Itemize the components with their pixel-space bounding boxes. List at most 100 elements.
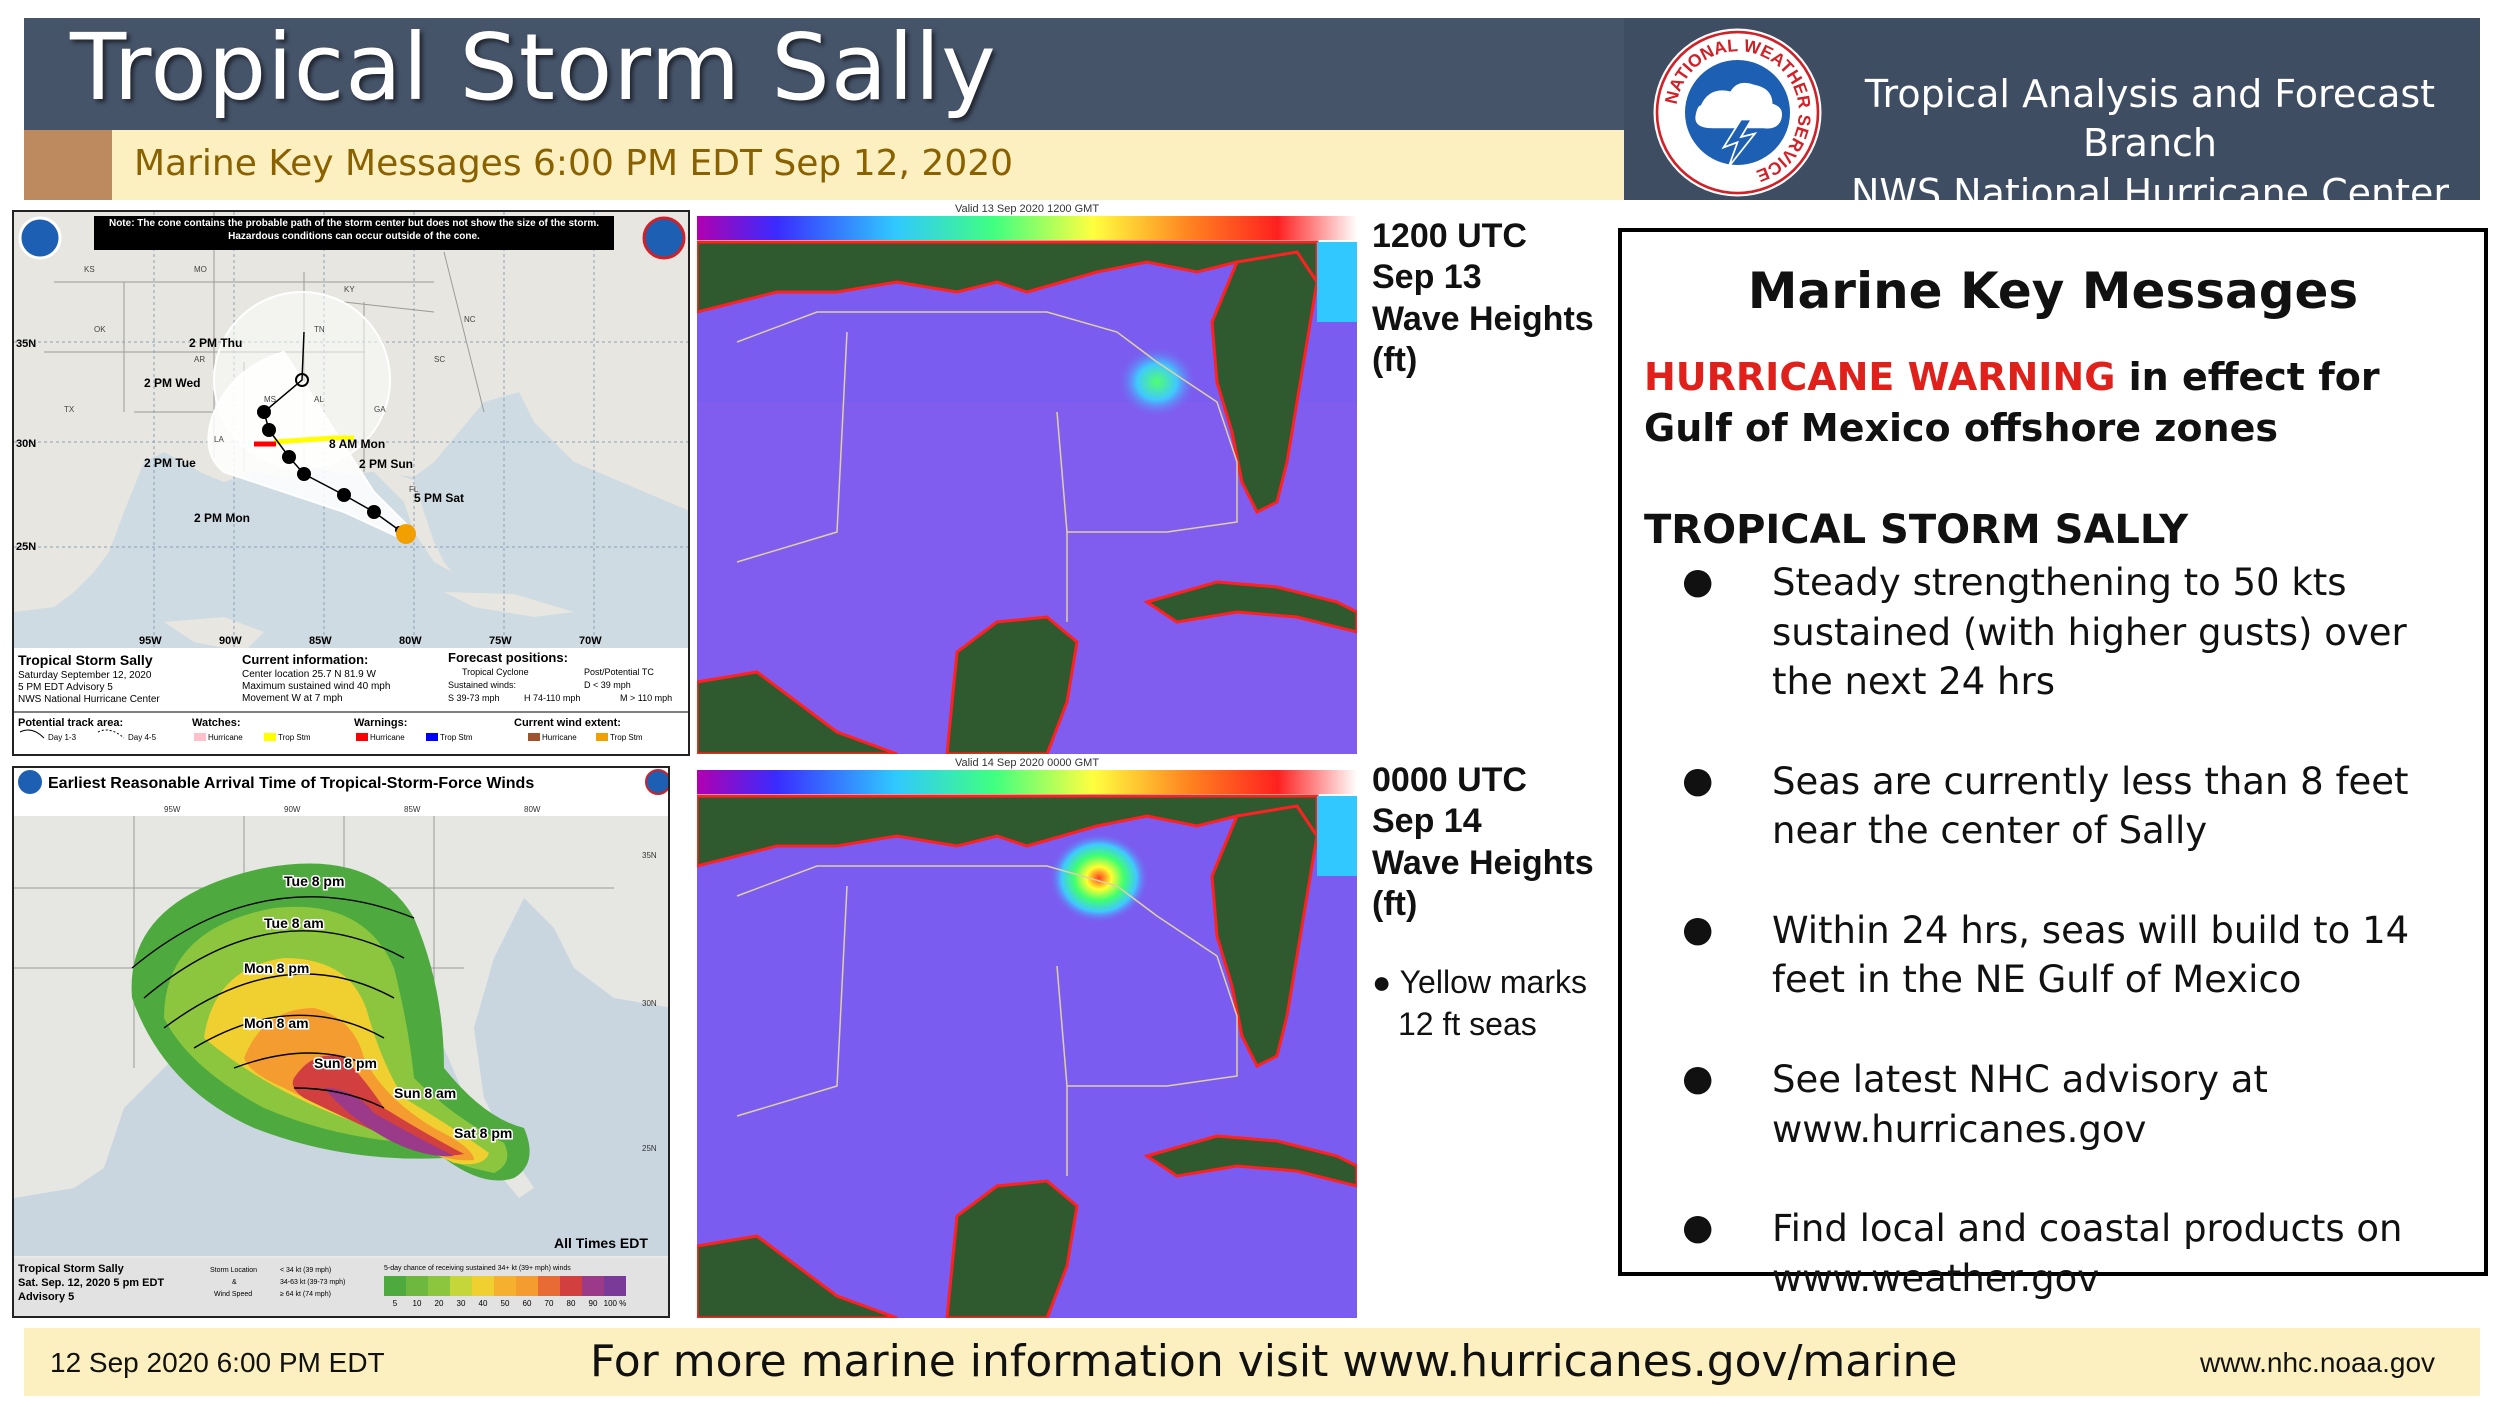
wave2-caption-line: Wave Heights bbox=[1372, 843, 1594, 882]
lon-label: 85W bbox=[309, 635, 332, 647]
state-label: KY bbox=[344, 285, 355, 294]
wind-extent: Current wind extent: bbox=[514, 717, 621, 729]
scale-label: 60 bbox=[523, 1299, 532, 1308]
scale-swatch bbox=[384, 1276, 406, 1296]
warning-rest: in effect for Gulf of Mexico offshore zo… bbox=[1644, 355, 2380, 451]
point-label: 8 AM Mon bbox=[329, 437, 385, 451]
key-message-text: Steady strengthening to 50 kts sustained… bbox=[1772, 561, 2407, 704]
lat-label: 30N bbox=[642, 999, 657, 1008]
scale-swatch bbox=[450, 1276, 472, 1296]
bullet-icon: ● bbox=[1682, 1058, 1714, 1100]
footer-url[interactable]: www.nhc.noaa.gov bbox=[2200, 1347, 2436, 1378]
wind-h: H 74-110 mph bbox=[524, 693, 580, 703]
ws2: 34-63 kt (39-73 mph) bbox=[280, 1279, 345, 1286]
prob-100 bbox=[324, 1088, 454, 1157]
lon-label: 95W bbox=[139, 635, 162, 647]
key-message-text: Find local and coastal products on www.w… bbox=[1772, 1207, 2403, 1300]
day13-shape bbox=[19, 729, 45, 739]
scale-label: 30 bbox=[457, 1299, 466, 1308]
state-label: OK bbox=[94, 325, 106, 334]
forecast-tc: Tropical Cyclone bbox=[462, 667, 529, 677]
scale-label: 90 bbox=[589, 1299, 598, 1308]
point-label: 2 PM Wed bbox=[144, 376, 200, 390]
sustained-winds: Sustained winds: bbox=[448, 680, 516, 690]
nws-logo-icon: NATIONAL WEATHER SERVICE bbox=[1653, 28, 1822, 197]
cone-legend-advisory: 5 PM EDT Advisory 5 bbox=[18, 682, 113, 693]
arrival-legend-storm: Tropical Storm Sally bbox=[18, 1263, 125, 1275]
ws3: ≥ 64 kt (74 mph) bbox=[280, 1291, 331, 1298]
scale-label: 40 bbox=[479, 1299, 488, 1308]
wave2-caption-line: (ft) bbox=[1372, 885, 1418, 924]
branch-line-1: Tropical Analysis and Forecast Branch bbox=[1864, 72, 2436, 166]
lon-label: 80W bbox=[399, 635, 422, 647]
scale-label: 50 bbox=[501, 1299, 510, 1308]
wind-m: M > 110 mph bbox=[620, 693, 672, 703]
point-label: 2 PM Sun bbox=[359, 457, 413, 471]
note-line-2: 12 ft seas bbox=[1398, 1005, 1537, 1042]
wave2-hotspot bbox=[1049, 833, 1149, 923]
arrival-map: Earliest Reasonable Arrival Time of Trop… bbox=[14, 768, 668, 1316]
scale-swatch bbox=[538, 1276, 560, 1296]
forecast-post: Post/Potential TC bbox=[584, 667, 654, 677]
day13: Day 1-3 bbox=[48, 733, 77, 742]
lon-label: 80W bbox=[524, 805, 541, 814]
wave1-caption: 1200 UTC Sep 13 Wave Heights (ft) bbox=[1372, 216, 1594, 382]
wave-map-1-panel: Valid 13 Sep 2020 1200 GMT bbox=[697, 202, 1357, 754]
point-label: 2 PM Tue bbox=[144, 456, 196, 470]
arrival-map-panel: Earliest Reasonable Arrival Time of Trop… bbox=[12, 766, 670, 1318]
page-subtitle: Marine Key Messages 6:00 PM EDT Sep 12, … bbox=[134, 143, 1014, 184]
wind-d: D < 39 mph bbox=[584, 680, 631, 690]
state-label: TX bbox=[64, 405, 75, 414]
warn-tropstm: Trop Stm bbox=[440, 733, 473, 742]
cone-map: Note: The cone contains the probable pat… bbox=[14, 212, 688, 754]
lat-label: 25N bbox=[16, 541, 36, 553]
wave1-colorbar bbox=[697, 216, 1357, 240]
footer-marine-link[interactable]: For more marine information visit www.hu… bbox=[590, 1336, 1958, 1387]
bullet-icon: ● bbox=[1682, 561, 1714, 602]
arrival-title: Earliest Reasonable Arrival Time of Trop… bbox=[48, 775, 534, 792]
lon-label: 85W bbox=[404, 805, 421, 814]
wind-s: S 39-73 mph bbox=[448, 693, 500, 703]
lon-label: 70W bbox=[579, 635, 602, 647]
scale-swatch bbox=[406, 1276, 428, 1296]
forecast-title: Forecast positions: bbox=[448, 650, 568, 665]
extent-hurricane: Hurricane bbox=[542, 733, 577, 742]
lon-label: 90W bbox=[219, 635, 242, 647]
wave1-caption-line: Sep 13 bbox=[1372, 258, 1482, 297]
ws1: < 34 kt (39 mph) bbox=[280, 1267, 331, 1274]
lat-label: 30N bbox=[16, 438, 36, 450]
hurricane-warning-text: HURRICANE WARNING in effect for Gulf of … bbox=[1644, 352, 2464, 455]
storm-location: Storm Location bbox=[210, 1267, 257, 1274]
arrival-time-label: Sun 8 am bbox=[394, 1085, 456, 1101]
footer-bar bbox=[24, 1328, 2480, 1396]
scale-swatch bbox=[582, 1276, 604, 1296]
state-label: NC bbox=[464, 315, 476, 324]
wind-speed: Wind Speed bbox=[214, 1291, 252, 1298]
day45: Day 4-5 bbox=[128, 733, 157, 742]
wave2-caption-line: 0000 UTC bbox=[1372, 761, 1527, 799]
probability-scale: 5 10 20 30 40 50 60 70 80 90 100 % bbox=[384, 1276, 626, 1308]
state-label: GA bbox=[374, 405, 386, 414]
scale-swatch bbox=[428, 1276, 450, 1296]
current-info-title: Current information: bbox=[242, 652, 368, 667]
scale-label: 5 bbox=[393, 1299, 398, 1308]
cone-legend-date: Saturday September 12, 2020 bbox=[18, 670, 152, 681]
footer-date: 12 Sep 2020 6:00 PM EDT bbox=[50, 1347, 385, 1378]
key-message-text: Within 24 hrs, seas will build to 14 fee… bbox=[1772, 908, 2410, 1002]
wave2-caption-line: Sep 14 bbox=[1372, 802, 1482, 841]
wave-map-2: Valid 14 Sep 2020 0000 GMT bbox=[697, 757, 1357, 1318]
noaa-logo-icon bbox=[18, 770, 42, 794]
chance-title: 5-day chance of receiving sustained 34+ … bbox=[384, 1265, 571, 1272]
storm-wind-extent bbox=[396, 524, 416, 544]
state-label: TN bbox=[314, 325, 325, 334]
point-label: 5 PM Sat bbox=[414, 491, 464, 505]
key-messages-box: Marine Key Messages HURRICANE WARNING in… bbox=[1618, 228, 2488, 1300]
key-message-text: See latest NHC advisory at www.hurricane… bbox=[1772, 1058, 2268, 1151]
key-message-text: Seas are currently less than 8 feet near… bbox=[1772, 759, 2409, 853]
all-times-label: All Times EDT bbox=[554, 1235, 648, 1251]
key-message-item: ● Within 24 hrs, seas will build to 14 fe… bbox=[1662, 906, 2472, 1005]
branch-text: Tropical Analysis and Forecast Branch NW… bbox=[1850, 70, 2450, 218]
watch-tropstm-swatch bbox=[264, 733, 276, 741]
bullet-icon: ● bbox=[1682, 908, 1714, 950]
wave2-colorbar bbox=[697, 770, 1357, 794]
